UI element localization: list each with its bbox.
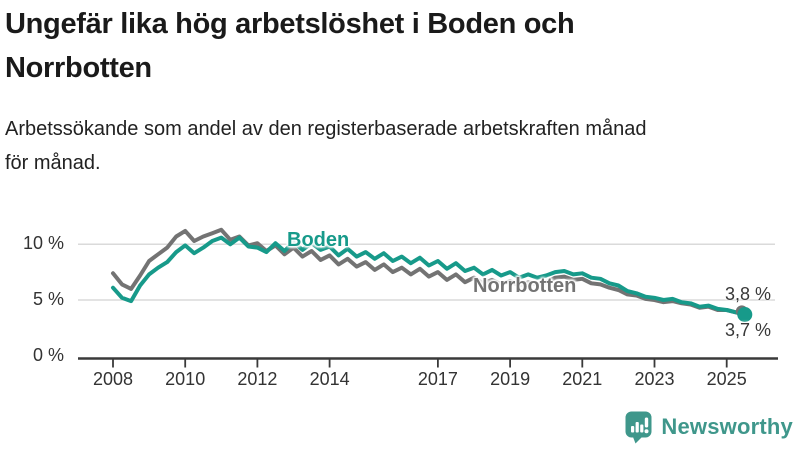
x-axis-label: 2023	[634, 369, 675, 389]
newsworthy-logo: Newsworthy	[624, 410, 793, 444]
bar-chart-bubble-icon	[625, 411, 652, 444]
chart-subtitle: Arbetssökande som andel av den registerb…	[5, 118, 647, 174]
y-axis-label: 10 %	[22, 233, 64, 254]
end-value-boden: 3,7 %	[724, 320, 771, 340]
end-value-norrbotten: 3,8 %	[724, 284, 771, 304]
x-axis-label: 2012	[237, 369, 278, 389]
x-axis-label: 2010	[165, 369, 206, 389]
page-title: Ungefär lika hög arbetslöshet i Boden oc…	[5, 8, 575, 84]
x-axis-label: 2014	[309, 369, 350, 389]
x-axis-label: 2025	[706, 369, 747, 389]
y-axis-label: 0 %	[32, 344, 64, 365]
line-boden	[111, 235, 747, 317]
x-axis-label: 2019	[490, 369, 531, 389]
x-axis-label: 2017	[417, 369, 458, 389]
series-label-norrbotten: Norrbotten	[473, 275, 577, 297]
end-dot-boden	[737, 307, 753, 322]
x-axis-label: 2021	[562, 369, 603, 389]
series-label-boden: Boden	[287, 229, 350, 251]
x-axis-label: 2008	[92, 369, 134, 389]
newsworthy-logo-text: Newsworthy	[661, 414, 793, 439]
y-axis-label: 5 %	[32, 289, 64, 309]
line-norrbotten	[111, 227, 747, 316]
